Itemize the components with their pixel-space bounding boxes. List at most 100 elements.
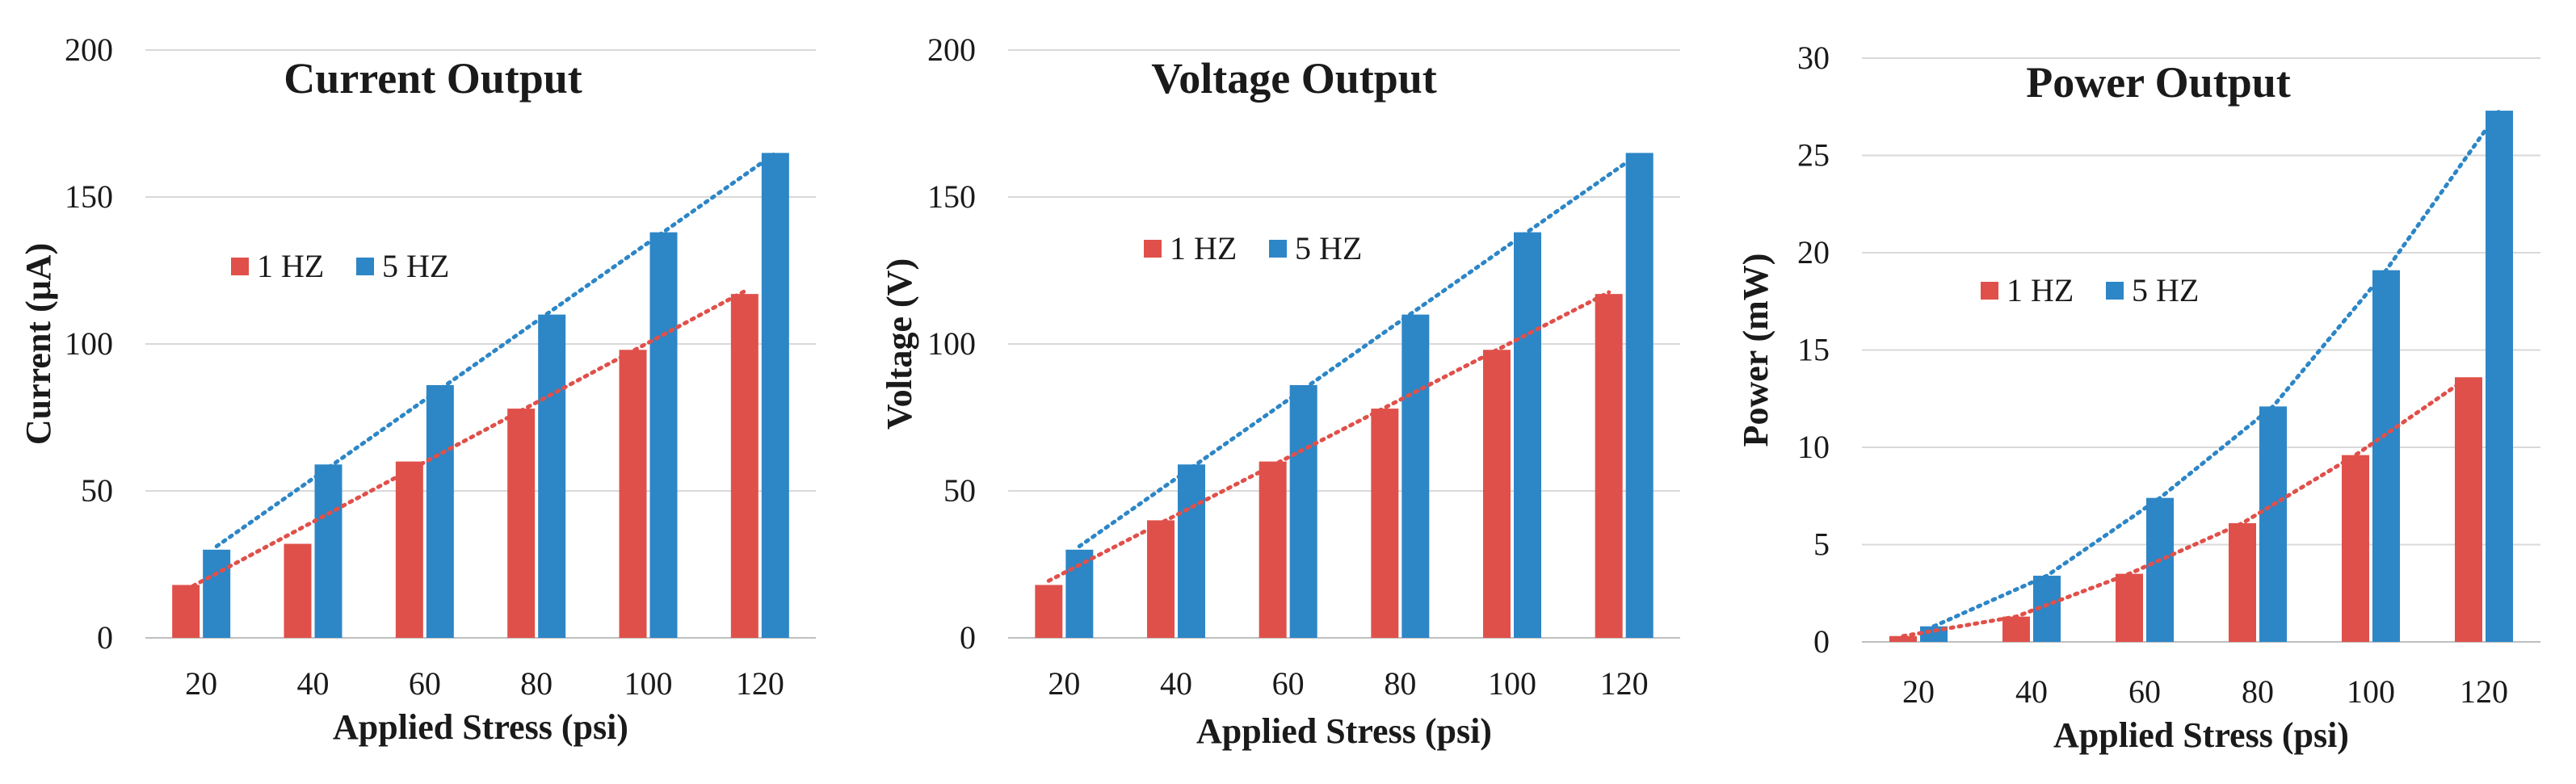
chart-title: Current Output [284,54,582,103]
bar-1hz-20 [172,585,200,638]
legend: 1 HZ 5 HZ [1981,272,2199,308]
x-tick-label: 100 [1488,665,1536,702]
legend-swatch-1hz [1144,240,1162,258]
trendline-1hz [1901,375,2471,639]
bar-5hz-20 [203,549,231,638]
bar-1hz-20 [1035,585,1063,638]
trendline-1hz [1046,290,1612,583]
x-tick-label: 60 [2128,673,2161,710]
y-axis-label: Power (mW) [1736,254,1775,447]
x-tick-label: 80 [2242,673,2274,710]
bar-5hz-40 [1178,464,1205,638]
bar-1hz-40 [284,543,312,638]
bar-1hz-100 [1483,350,1511,638]
bar-1hz-120 [730,294,759,638]
y-tick-label: 30 [1797,40,1830,76]
bar-5hz-120 [2486,111,2513,642]
y-tick-label: 200 [65,31,113,68]
y-tick-label: 100 [65,325,113,362]
bar-5hz-100 [2372,270,2400,642]
legend-label: 1 HZ [2007,272,2074,308]
legend: 1 HZ 5 HZ [1144,230,1362,266]
y-tick-label: 100 [927,325,976,362]
y-tick-label: 150 [65,178,113,215]
x-tick-label: 120 [736,665,784,702]
bar-5hz-60 [2146,497,2174,642]
y-tick-label: 25 [1797,137,1830,174]
bar-5hz-60 [1289,384,1317,638]
bar-5hz-60 [426,384,454,638]
bar-5hz-120 [1625,153,1654,638]
legend-swatch-5hz [1269,240,1287,258]
bar-5hz-100 [1514,232,1541,638]
bar-1hz-40 [2002,616,2030,642]
bar-1hz-40 [1147,520,1175,638]
x-tick-label: 60 [1272,665,1305,702]
x-tick-label: 20 [1902,673,1935,710]
x-tick-label: 20 [185,665,217,702]
x-tick-label: 40 [297,665,330,702]
bar-5hz-80 [538,314,566,638]
chart-3: 0 5 10 15 20 25 30 20 40 60 80 100 120 Power Output Ap… [1736,40,2540,755]
x-tick-label: 40 [1160,665,1192,702]
bar-1hz-120 [1595,294,1623,638]
bar-1hz-20 [1889,635,1917,642]
x-tick-label: 40 [2015,673,2048,710]
chart-1: 0 50 100 150 200 20 40 60 80 100 120 Current Output… [19,31,816,747]
x-axis-label: Applied Stress (psi) [333,707,628,747]
chart-title: Power Output [2026,58,2291,107]
x-axis-label: Applied Stress (psi) [1196,711,1492,751]
y-tick-label: 50 [81,472,113,509]
bar-1hz-120 [2455,377,2482,642]
trendline-5hz [214,151,778,549]
chart-title: Voltage Output [1151,54,1437,103]
bar-5hz-80 [1401,314,1430,638]
legend-label: 5 HZ [1295,230,1362,266]
x-tick-label: 20 [1048,665,1080,702]
legend-label: 1 HZ [1170,230,1237,266]
legend-swatch-5hz [2106,282,2124,300]
y-tick-label: 15 [1797,332,1830,368]
bar-1hz-100 [2342,455,2369,642]
legend-label: 1 HZ [257,248,324,284]
legend-swatch-1hz [1981,282,1998,300]
bar-5hz-120 [761,153,789,638]
x-tick-label: 100 [624,665,673,702]
bar-5hz-100 [649,232,678,638]
x-axis-label: Applied Stress (psi) [2053,715,2349,755]
bar-1hz-80 [2229,522,2256,642]
bar-1hz-80 [1371,409,1399,638]
y-tick-label: 10 [1797,429,1830,465]
bar-1hz-60 [395,461,423,638]
trendline-1hz [183,289,747,592]
chart-2: 0 50 100 150 200 20 40 60 80 100 120 Voltage Output… [880,31,1680,751]
x-tick-label: 120 [1600,665,1649,702]
x-tick-label: 80 [1384,665,1416,702]
y-tick-label: 150 [927,178,976,215]
x-tick-label: 100 [2347,673,2395,710]
trendline-5hz [1077,151,1642,549]
x-tick-label: 120 [2460,673,2508,710]
y-tick-label: 5 [1813,526,1830,563]
legend: 1 HZ 5 HZ [231,248,449,284]
x-tick-label: 60 [409,665,441,702]
bar-5hz-80 [2259,406,2287,642]
bar-1hz-60 [1259,461,1287,638]
y-tick-label: 20 [1797,234,1830,270]
y-tick-label: 0 [1813,623,1830,660]
y-tick-label: 200 [927,31,976,68]
legend-swatch-1hz [231,258,249,275]
bar-1hz-80 [507,409,536,638]
legend-label: 5 HZ [2132,272,2199,308]
y-axis-label: Voltage (V) [880,258,919,430]
y-tick-label: 50 [943,472,976,509]
y-tick-label: 0 [97,619,113,656]
x-tick-label: 80 [520,665,553,702]
bar-5hz-40 [314,464,342,638]
legend-swatch-5hz [356,258,374,275]
bar-1hz-60 [2116,573,2143,642]
y-axis-label: Current (μA) [19,243,58,445]
trendline-5hz [1931,108,2502,629]
bar-1hz-100 [619,350,647,638]
